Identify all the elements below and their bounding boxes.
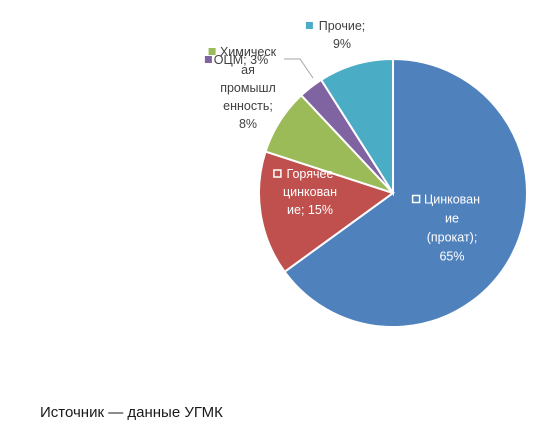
slice-label-line: 65% (439, 250, 464, 264)
slice-label-line: Прочие; (319, 19, 366, 33)
leader-lines (284, 58, 314, 79)
legend-marker-4 (204, 56, 212, 63)
slice-label-line: ая (241, 63, 255, 77)
source-note: Источник — данные УГМК (40, 404, 223, 421)
legend-marker-3 (208, 48, 216, 55)
pie-chart: Цинкован ие (прокат); 65% Горячее цинкован ие;… (204, 19, 528, 328)
slice-label-line: цинкован (283, 185, 337, 199)
slice-label-line: (прокат); (427, 231, 478, 245)
slice-label-line: Цинкован (424, 193, 480, 207)
leader-line-4 (284, 58, 314, 79)
slice-label-line: ОЦМ; 3% (214, 53, 268, 67)
slice-label-3: Химическ ая промышл енность; 8% (208, 45, 277, 131)
slice-labels: Цинкован ие (прокат); 65% Горячее цинкован ие;… (204, 19, 480, 264)
slice-label-2: Горячее цинкован ие; 15% (273, 167, 337, 217)
legend-marker-2 (273, 169, 282, 178)
pie-slice-5 (319, 57, 394, 197)
legend-marker-1 (411, 194, 421, 204)
slice-label-line: енность; (223, 99, 273, 113)
slice-label-4: ОЦМ; 3% (204, 53, 268, 67)
slice-label-line: промышл (220, 81, 276, 95)
slice-label-1: Цинкован ие (прокат); 65% (411, 193, 480, 264)
pie-slice-2 (258, 150, 396, 274)
slice-label-line: 9% (333, 37, 351, 51)
slice-label-line: 8% (239, 117, 257, 131)
slice-label-line: ие; 15% (287, 203, 333, 217)
pie-slice-1 (283, 57, 528, 328)
legend-marker-5 (305, 22, 313, 29)
slice-label-line: ие (445, 212, 459, 226)
pie-slices (258, 57, 528, 328)
slice-label-line: Горячее (287, 167, 334, 181)
slice-label-line: Химическ (220, 45, 277, 59)
slice-label-5: Прочие; 9% (305, 19, 366, 51)
